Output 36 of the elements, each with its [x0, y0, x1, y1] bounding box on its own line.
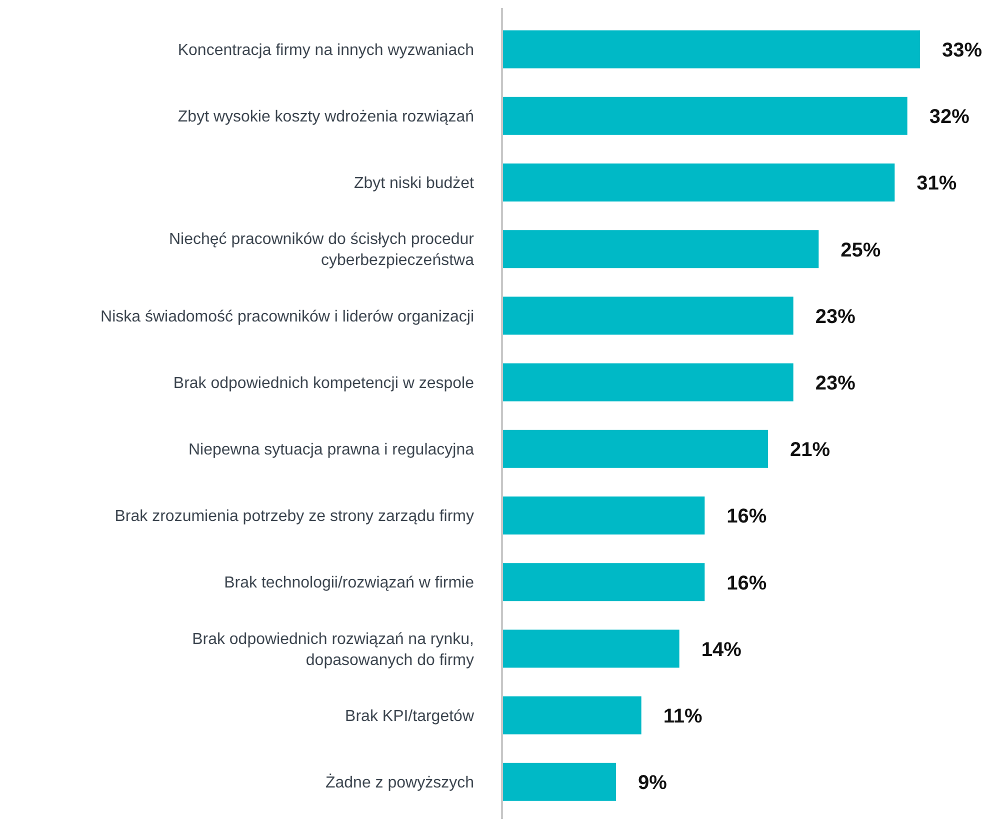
y-tick-label: Brak KPI/targetów [345, 708, 474, 725]
y-tick-label: Brak zrozumienia potrzeby ze strony zarządu firmy [114, 508, 474, 526]
y-tick-label: Niska świadomość pracowników i liderów organizacji [100, 308, 474, 326]
data-label: 16% [726, 572, 767, 594]
bar [502, 696, 642, 734]
bar [502, 230, 819, 268]
data-label: 33% [942, 40, 982, 62]
bar [502, 762, 616, 801]
y-tick-label: Zbyt niski budżet [354, 175, 475, 192]
y-tick-label: Koncentracja firmy na innych wyzwaniach [178, 42, 474, 59]
y-tick-label: Zbyt wysokie koszty wdrożenia rozwiązań [178, 108, 474, 126]
bar [502, 630, 680, 668]
bar [502, 430, 768, 468]
bar [502, 496, 705, 534]
data-label: 32% [929, 106, 970, 128]
bar [502, 96, 908, 135]
y-tick-label: Żadne z powyższych [325, 774, 474, 792]
y-tick-label: Niechęć pracowników do ścisłych procedur cyberbezpieczeństwa [168, 231, 475, 270]
y-tick-label: Brak technologii/rozwiązań w firmie [224, 574, 474, 592]
bar [502, 30, 920, 68]
data-label: 11% [663, 706, 702, 728]
bar [502, 164, 895, 202]
bar [502, 363, 794, 402]
data-label: 14% [701, 638, 742, 661]
bar [502, 563, 705, 602]
data-label: 23% [815, 306, 856, 328]
y-tick-label: Brak odpowiednich rozwiązań na rynku, dopasowanych do firmy [192, 630, 474, 669]
data-label: 31% [916, 172, 957, 195]
data-label: 21% [790, 439, 830, 462]
y-tick-label: Brak odpowiednich kompetencji w zespole [173, 374, 474, 392]
data-label: 25% [840, 239, 881, 262]
bar [502, 296, 794, 335]
data-label: 23% [815, 372, 856, 394]
data-label: 16% [726, 506, 767, 528]
data-label: 9% [638, 772, 668, 794]
y-tick-label: Niepewna sytuacja prawna i regulacyjna [188, 442, 474, 458]
